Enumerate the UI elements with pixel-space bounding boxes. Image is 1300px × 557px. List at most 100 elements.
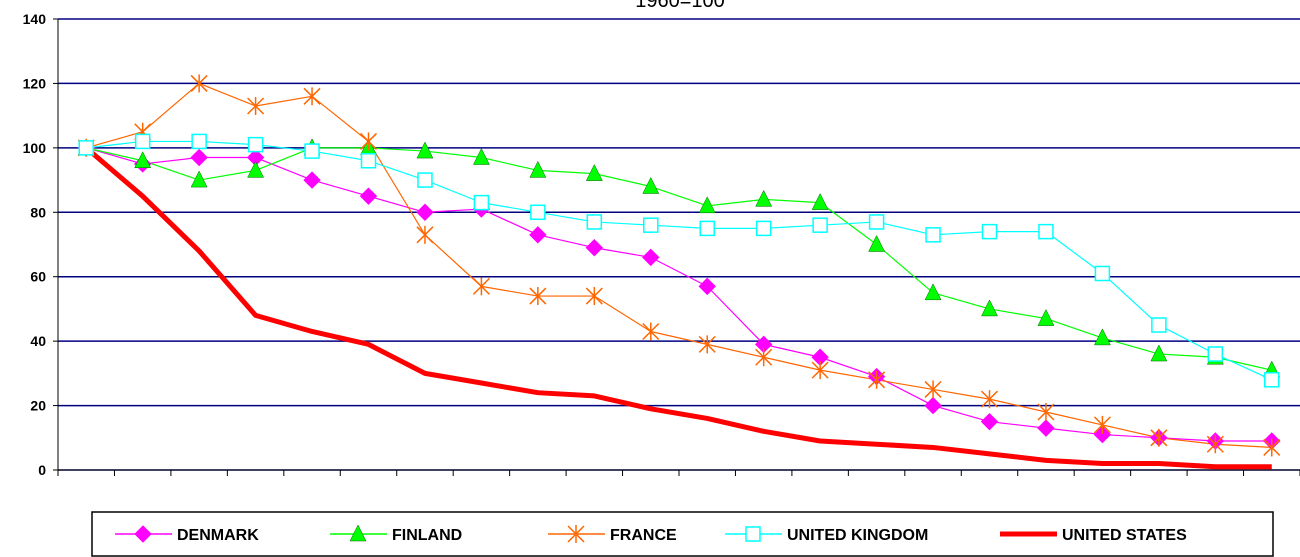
united-kingdom-point xyxy=(191,133,207,150)
finland-point xyxy=(981,299,998,317)
finland-point xyxy=(473,147,490,165)
france-point xyxy=(924,380,942,399)
legend-label-united-kingdom: UNITED KINGDOM xyxy=(787,527,928,544)
y-tick-label: 100 xyxy=(23,140,47,156)
finland-point xyxy=(134,151,152,168)
united-kingdom-line xyxy=(86,140,1273,381)
united-kingdom-point xyxy=(1207,346,1224,362)
finland-point xyxy=(924,283,942,301)
finland-point xyxy=(1150,344,1168,362)
finland-point xyxy=(1094,328,1111,346)
united-kingdom-point xyxy=(868,214,885,230)
legend-label-france: FRANCE xyxy=(610,527,677,544)
france-point xyxy=(190,74,208,93)
legend-label-united-states: UNITED STATES xyxy=(1062,527,1187,544)
legend-label-denmark: DENMARK xyxy=(177,527,259,544)
y-tick-label: 0 xyxy=(38,462,46,478)
legend-marker-united-kingdom-point xyxy=(745,526,761,542)
united-kingdom-point xyxy=(812,217,828,233)
france-line xyxy=(86,82,1272,449)
legend-marker-finland-point xyxy=(349,524,367,542)
france-point xyxy=(980,390,999,409)
legend-box xyxy=(91,511,1274,557)
finland-point xyxy=(755,189,773,207)
legend-marker-denmark-point xyxy=(134,525,152,543)
denmark-point xyxy=(642,248,660,267)
legend-label-finland: FINLAND xyxy=(392,527,462,544)
france-point xyxy=(1263,438,1281,457)
united-kingdom-point xyxy=(755,220,772,237)
denmark-point xyxy=(1037,419,1055,437)
france-point xyxy=(585,287,603,306)
finland-point xyxy=(529,160,547,178)
denmark-point xyxy=(416,203,434,221)
united-kingdom-point xyxy=(417,172,433,188)
legend: DENMARK FINLAND FRANCE UNITED KINGDOM UNITED… xyxy=(91,511,1274,557)
france-point xyxy=(1150,428,1168,447)
france-point xyxy=(247,96,265,115)
denmark-line xyxy=(86,147,1272,442)
y-tick-label: 120 xyxy=(23,75,47,91)
united-kingdom-point xyxy=(1094,265,1111,282)
united-kingdom-point xyxy=(586,214,603,230)
y-tick-label: 20 xyxy=(30,398,46,414)
united-kingdom-point xyxy=(699,220,715,237)
chart-title: 1960=100 xyxy=(635,0,725,12)
france-point xyxy=(698,335,716,354)
finland-point xyxy=(698,196,716,214)
united-kingdom-point xyxy=(925,227,941,243)
denmark-point xyxy=(359,187,378,205)
y-tick-label: 80 xyxy=(30,204,46,220)
france-point xyxy=(529,287,547,306)
gridlines xyxy=(58,18,1300,471)
united-kingdom-point xyxy=(1264,372,1280,388)
france-point xyxy=(303,87,321,106)
denmark-point xyxy=(585,239,604,257)
finland-point xyxy=(868,234,885,252)
france-point xyxy=(416,225,434,244)
y-tick-label: 60 xyxy=(30,269,46,285)
united-kingdom-point xyxy=(360,152,377,169)
series-lines xyxy=(84,82,1273,470)
y-tick-label: 140 xyxy=(23,11,47,27)
finland-point xyxy=(247,160,264,178)
france-point xyxy=(1093,415,1111,434)
united-kingdom-point xyxy=(304,143,320,159)
united-kingdom-point xyxy=(530,204,546,221)
united-kingdom-point xyxy=(473,194,490,211)
denmark-point xyxy=(529,226,547,244)
denmark-point xyxy=(924,396,942,415)
france-point xyxy=(359,132,378,151)
france-point xyxy=(642,322,660,341)
united-states-line xyxy=(84,145,1272,470)
united-kingdom-point xyxy=(981,223,998,240)
france-point xyxy=(755,348,773,367)
finland-point xyxy=(811,193,829,210)
united-kingdom-point xyxy=(134,133,151,150)
finland-point xyxy=(585,164,603,181)
united-kingdom-point xyxy=(643,217,659,233)
united-kingdom-point xyxy=(247,136,264,153)
france-point xyxy=(1037,403,1055,422)
denmark-point xyxy=(980,412,999,431)
france-point xyxy=(1206,435,1224,454)
axes: 0 20 40 60 80 100 120 140 xyxy=(23,11,1300,478)
series-markers xyxy=(77,74,1281,457)
denmark-point xyxy=(190,148,208,167)
denmark-point xyxy=(1093,425,1112,444)
france-point xyxy=(868,370,886,389)
denmark-point xyxy=(303,171,321,189)
finland-line xyxy=(86,147,1272,371)
france-point xyxy=(811,361,829,380)
y-tick-label: 40 xyxy=(30,333,46,349)
denmark-point xyxy=(698,277,716,296)
legend-marker-france-point xyxy=(567,525,585,543)
france-point xyxy=(472,277,490,296)
united-kingdom-point xyxy=(1038,223,1054,240)
united-kingdom-point xyxy=(1151,317,1167,333)
finland-point xyxy=(416,141,434,159)
finland-point xyxy=(1037,309,1055,326)
finland-point xyxy=(190,170,208,188)
united-kingdom-point xyxy=(78,140,94,156)
